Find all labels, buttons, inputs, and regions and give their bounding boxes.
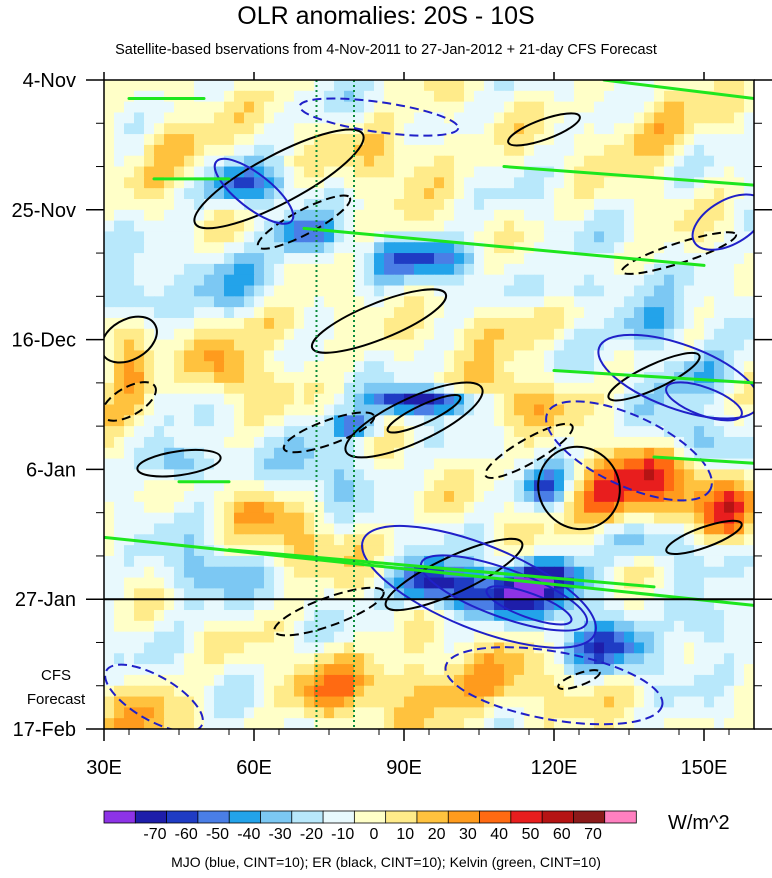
y-tick-label: 4-Nov bbox=[23, 70, 76, 92]
colorbar-label: 0 bbox=[370, 826, 379, 843]
colorbar-swatch bbox=[353, 810, 387, 824]
er-contour bbox=[104, 381, 157, 422]
y-tick-label: 16-Dec bbox=[12, 330, 76, 352]
colorbar-label: 70 bbox=[584, 826, 602, 843]
er-contour bbox=[136, 448, 222, 478]
colorbar-label: 30 bbox=[459, 826, 477, 843]
chart-title: OLR anomalies: 20S - 10S bbox=[237, 2, 535, 30]
colorbar-swatch bbox=[166, 810, 199, 824]
colorbar-label: -40 bbox=[237, 826, 260, 843]
kelvin-contour bbox=[227, 548, 656, 589]
mjo-contour bbox=[444, 646, 664, 726]
colorbar-swatch bbox=[103, 810, 136, 824]
colorbar-swatch bbox=[604, 810, 637, 824]
kelvin-contour bbox=[602, 80, 754, 101]
mjo-contour bbox=[419, 554, 589, 632]
kelvin-contour bbox=[652, 455, 754, 465]
x-tick-label: 120E bbox=[531, 757, 578, 779]
colorbar-label: -50 bbox=[206, 826, 229, 843]
er-contour bbox=[537, 445, 621, 531]
colorbar-swatch bbox=[573, 810, 606, 824]
mjo-contour bbox=[104, 663, 204, 729]
er-contour bbox=[256, 194, 352, 250]
colorbar-label: -70 bbox=[143, 826, 166, 843]
colorbar-label: -30 bbox=[269, 826, 292, 843]
kelvin-contour bbox=[104, 535, 754, 607]
er-contour bbox=[193, 128, 365, 230]
colorbar-swatch bbox=[197, 810, 230, 824]
colorbar-label: 40 bbox=[490, 826, 508, 843]
mjo-contour bbox=[485, 585, 573, 626]
y-tick-label: 17-Feb bbox=[13, 719, 76, 741]
axes: 30E 60E 90E 120E 150E 4-Nov 25-Nov 16-Dec 6-Jan 2… bbox=[12, 70, 772, 779]
er-contour bbox=[607, 351, 701, 402]
er-contour bbox=[104, 315, 158, 364]
kelvin-contour bbox=[502, 165, 754, 187]
kelvin-contour bbox=[302, 226, 706, 267]
x-tick-label: 60E bbox=[236, 757, 272, 779]
colorbar-swatch bbox=[134, 810, 168, 824]
colorbar-swatch bbox=[228, 810, 262, 824]
mjo-contour bbox=[597, 333, 754, 420]
er-contour bbox=[310, 288, 448, 354]
colorbar-label: -10 bbox=[331, 826, 354, 843]
colorbar-label: 60 bbox=[553, 826, 571, 843]
er-contour bbox=[384, 537, 524, 612]
colorbar-swatch bbox=[416, 810, 449, 824]
colorbar: -70 -60 -50 -40 -30 -20 -10 0 10 20 30 40 50 60 70 bbox=[103, 810, 637, 843]
forecast-label: Forecast bbox=[27, 691, 86, 708]
colorbar-swatch bbox=[510, 810, 543, 824]
mjo-contour bbox=[545, 400, 713, 502]
forecast-label: CFS bbox=[41, 667, 71, 684]
colorbar-label: 10 bbox=[396, 826, 414, 843]
olr-anomaly-field bbox=[104, 80, 754, 729]
y-tick-label: 25-Nov bbox=[12, 200, 76, 222]
colorbar-swatch bbox=[541, 810, 575, 824]
mjo-contour bbox=[213, 157, 295, 225]
colorbar-swatch bbox=[291, 810, 324, 824]
contour-legend-note: MJO (blue, CINT=10); ER (black, CINT=10)… bbox=[171, 854, 601, 870]
er-contour bbox=[282, 411, 376, 454]
colorbar-label: 20 bbox=[428, 826, 446, 843]
mjo-contour bbox=[361, 524, 597, 649]
x-tick-label: 90E bbox=[386, 757, 422, 779]
reference-longitude-lines bbox=[315, 80, 355, 729]
wave-contours bbox=[104, 80, 754, 729]
colorbar-swatch bbox=[479, 810, 512, 824]
colorbar-label: -20 bbox=[300, 826, 323, 843]
colorbar-units: W/m^2 bbox=[668, 812, 730, 834]
er-contour bbox=[484, 422, 574, 479]
er-contour bbox=[665, 519, 743, 555]
colorbar-swatch bbox=[322, 810, 356, 824]
chart-subtitle: Satellite-based bservations from 4-Nov-2… bbox=[115, 42, 657, 58]
y-tick-label: 6-Jan bbox=[26, 459, 76, 481]
x-tick-label: 150E bbox=[681, 757, 728, 779]
kelvin-contour bbox=[552, 369, 754, 385]
colorbar-label: -60 bbox=[175, 826, 198, 843]
er-contour bbox=[344, 381, 484, 459]
er-contour bbox=[557, 669, 601, 690]
er-contour bbox=[386, 394, 462, 434]
colorbar-swatch bbox=[447, 810, 481, 824]
x-tick-label: 30E bbox=[86, 757, 122, 779]
mjo-contour bbox=[665, 381, 743, 422]
mjo-contour bbox=[691, 193, 754, 251]
colorbar-swatch bbox=[385, 810, 418, 824]
colorbar-label: 50 bbox=[522, 826, 540, 843]
er-contour bbox=[507, 112, 581, 147]
colorbar-swatch bbox=[260, 810, 293, 824]
y-tick-label: 27-Jan bbox=[15, 589, 76, 611]
